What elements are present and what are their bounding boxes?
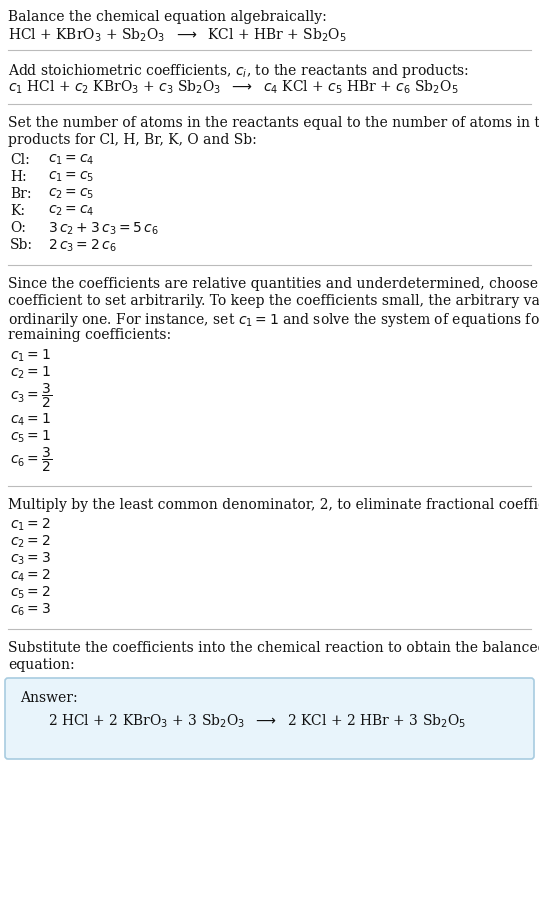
Text: K:: K:	[10, 204, 25, 218]
Text: $c_3 = 3$: $c_3 = 3$	[10, 551, 51, 567]
Text: Add stoichiometric coefficients, $c_i$, to the reactants and products:: Add stoichiometric coefficients, $c_i$, …	[8, 62, 469, 80]
Text: $c_5 = 2$: $c_5 = 2$	[10, 585, 51, 602]
Text: products for Cl, H, Br, K, O and Sb:: products for Cl, H, Br, K, O and Sb:	[8, 133, 257, 147]
Text: 2 HCl + 2 KBrO$_3$ + 3 Sb$_2$O$_3$  $\longrightarrow$  2 KCl + 2 HBr + 3 Sb$_2$O: 2 HCl + 2 KBrO$_3$ + 3 Sb$_2$O$_3$ $\lon…	[48, 713, 466, 731]
Text: Balance the chemical equation algebraically:: Balance the chemical equation algebraica…	[8, 10, 327, 24]
Text: $c_6 = 3$: $c_6 = 3$	[10, 602, 51, 619]
Text: $c_1 = c_5$: $c_1 = c_5$	[48, 170, 94, 184]
Text: $c_1 = c_4$: $c_1 = c_4$	[48, 153, 94, 168]
Text: remaining coefficients:: remaining coefficients:	[8, 328, 171, 342]
Text: ordinarily one. For instance, set $c_1 = 1$ and solve the system of equations fo: ordinarily one. For instance, set $c_1 =…	[8, 311, 539, 329]
Text: HCl + KBrO$_3$ + Sb$_2$O$_3$  $\longrightarrow$  KCl + HBr + Sb$_2$O$_5$: HCl + KBrO$_3$ + Sb$_2$O$_3$ $\longright…	[8, 27, 347, 44]
Text: Substitute the coefficients into the chemical reaction to obtain the balanced: Substitute the coefficients into the che…	[8, 641, 539, 655]
Text: $2\,c_3 = 2\,c_6$: $2\,c_3 = 2\,c_6$	[48, 238, 116, 254]
Text: H:: H:	[10, 170, 26, 184]
Text: Cl:: Cl:	[10, 153, 30, 167]
Text: $c_2 = c_4$: $c_2 = c_4$	[48, 204, 94, 218]
Text: Since the coefficients are relative quantities and underdetermined, choose a: Since the coefficients are relative quan…	[8, 277, 539, 291]
Text: $c_1$ HCl + $c_2$ KBrO$_3$ + $c_3$ Sb$_2$O$_3$  $\longrightarrow$  $c_4$ KCl + $: $c_1$ HCl + $c_2$ KBrO$_3$ + $c_3$ Sb$_2…	[8, 79, 459, 97]
Text: O:: O:	[10, 221, 26, 235]
Text: equation:: equation:	[8, 658, 74, 672]
Text: Answer:: Answer:	[20, 691, 78, 705]
Text: $c_1 = 1$: $c_1 = 1$	[10, 348, 51, 364]
Text: Multiply by the least common denominator, 2, to eliminate fractional coefficient: Multiply by the least common denominator…	[8, 498, 539, 512]
Text: $c_4 = 2$: $c_4 = 2$	[10, 568, 51, 584]
Text: Br:: Br:	[10, 187, 31, 201]
Text: Sb:: Sb:	[10, 238, 33, 252]
Text: $c_5 = 1$: $c_5 = 1$	[10, 429, 51, 446]
Text: $c_2 = 2$: $c_2 = 2$	[10, 534, 51, 550]
Text: $c_1 = 2$: $c_1 = 2$	[10, 517, 51, 533]
FancyBboxPatch shape	[5, 678, 534, 759]
Text: $c_4 = 1$: $c_4 = 1$	[10, 412, 51, 428]
Text: $c_2 = 1$: $c_2 = 1$	[10, 365, 51, 382]
Text: Set the number of atoms in the reactants equal to the number of atoms in the: Set the number of atoms in the reactants…	[8, 116, 539, 130]
Text: $3\,c_2 + 3\,c_3 = 5\,c_6$: $3\,c_2 + 3\,c_3 = 5\,c_6$	[48, 221, 159, 237]
Text: $c_6 = \dfrac{3}{2}$: $c_6 = \dfrac{3}{2}$	[10, 446, 52, 474]
Text: $c_2 = c_5$: $c_2 = c_5$	[48, 187, 94, 201]
Text: $c_3 = \dfrac{3}{2}$: $c_3 = \dfrac{3}{2}$	[10, 382, 52, 410]
Text: coefficient to set arbitrarily. To keep the coefficients small, the arbitrary va: coefficient to set arbitrarily. To keep …	[8, 294, 539, 308]
